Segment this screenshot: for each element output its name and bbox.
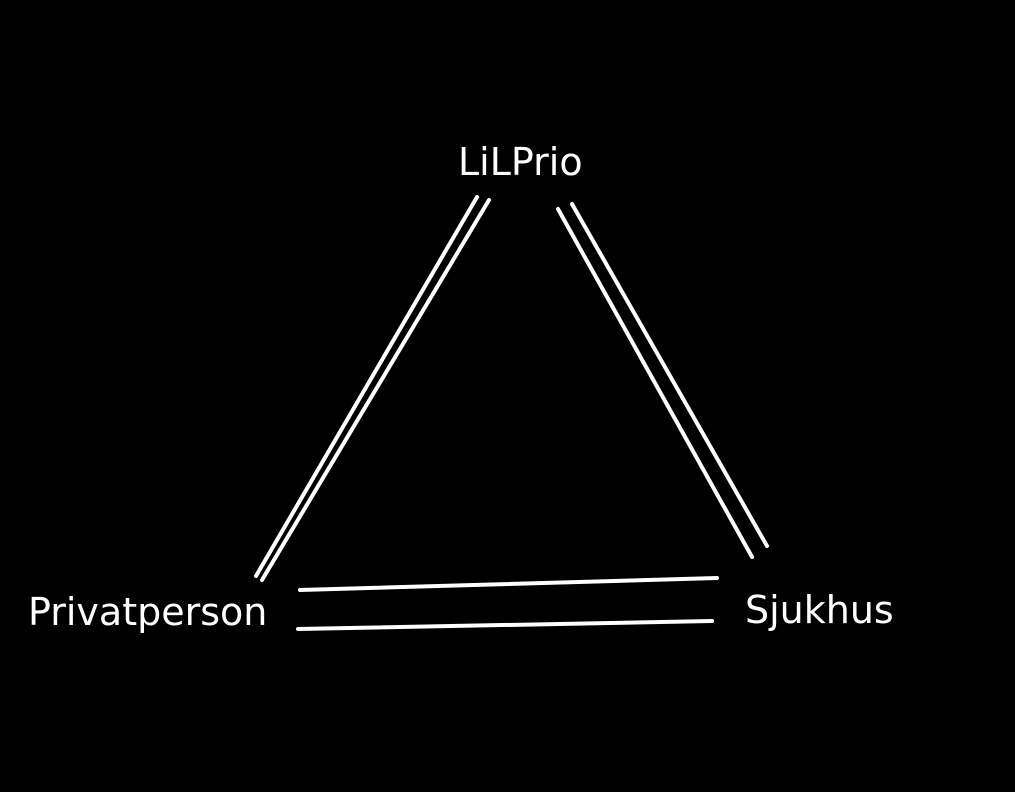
edge-lilprio-sjukhus-line-1 [556, 207, 754, 559]
node-label-lilprio: LiLPrio [458, 140, 583, 184]
node-label-privatperson: Privatperson [28, 590, 268, 634]
edge-privatperson-sjukhus-line-2 [296, 619, 714, 631]
edge-lilprio-sjukhus-line-2 [570, 202, 769, 548]
edge-lilprio-privatperson-line-2 [260, 198, 491, 582]
node-label-sjukhus: Sjukhus [745, 588, 894, 632]
edge-lilprio-privatperson-line-1 [254, 195, 479, 578]
edge-privatperson-sjukhus-line-1 [298, 576, 719, 592]
